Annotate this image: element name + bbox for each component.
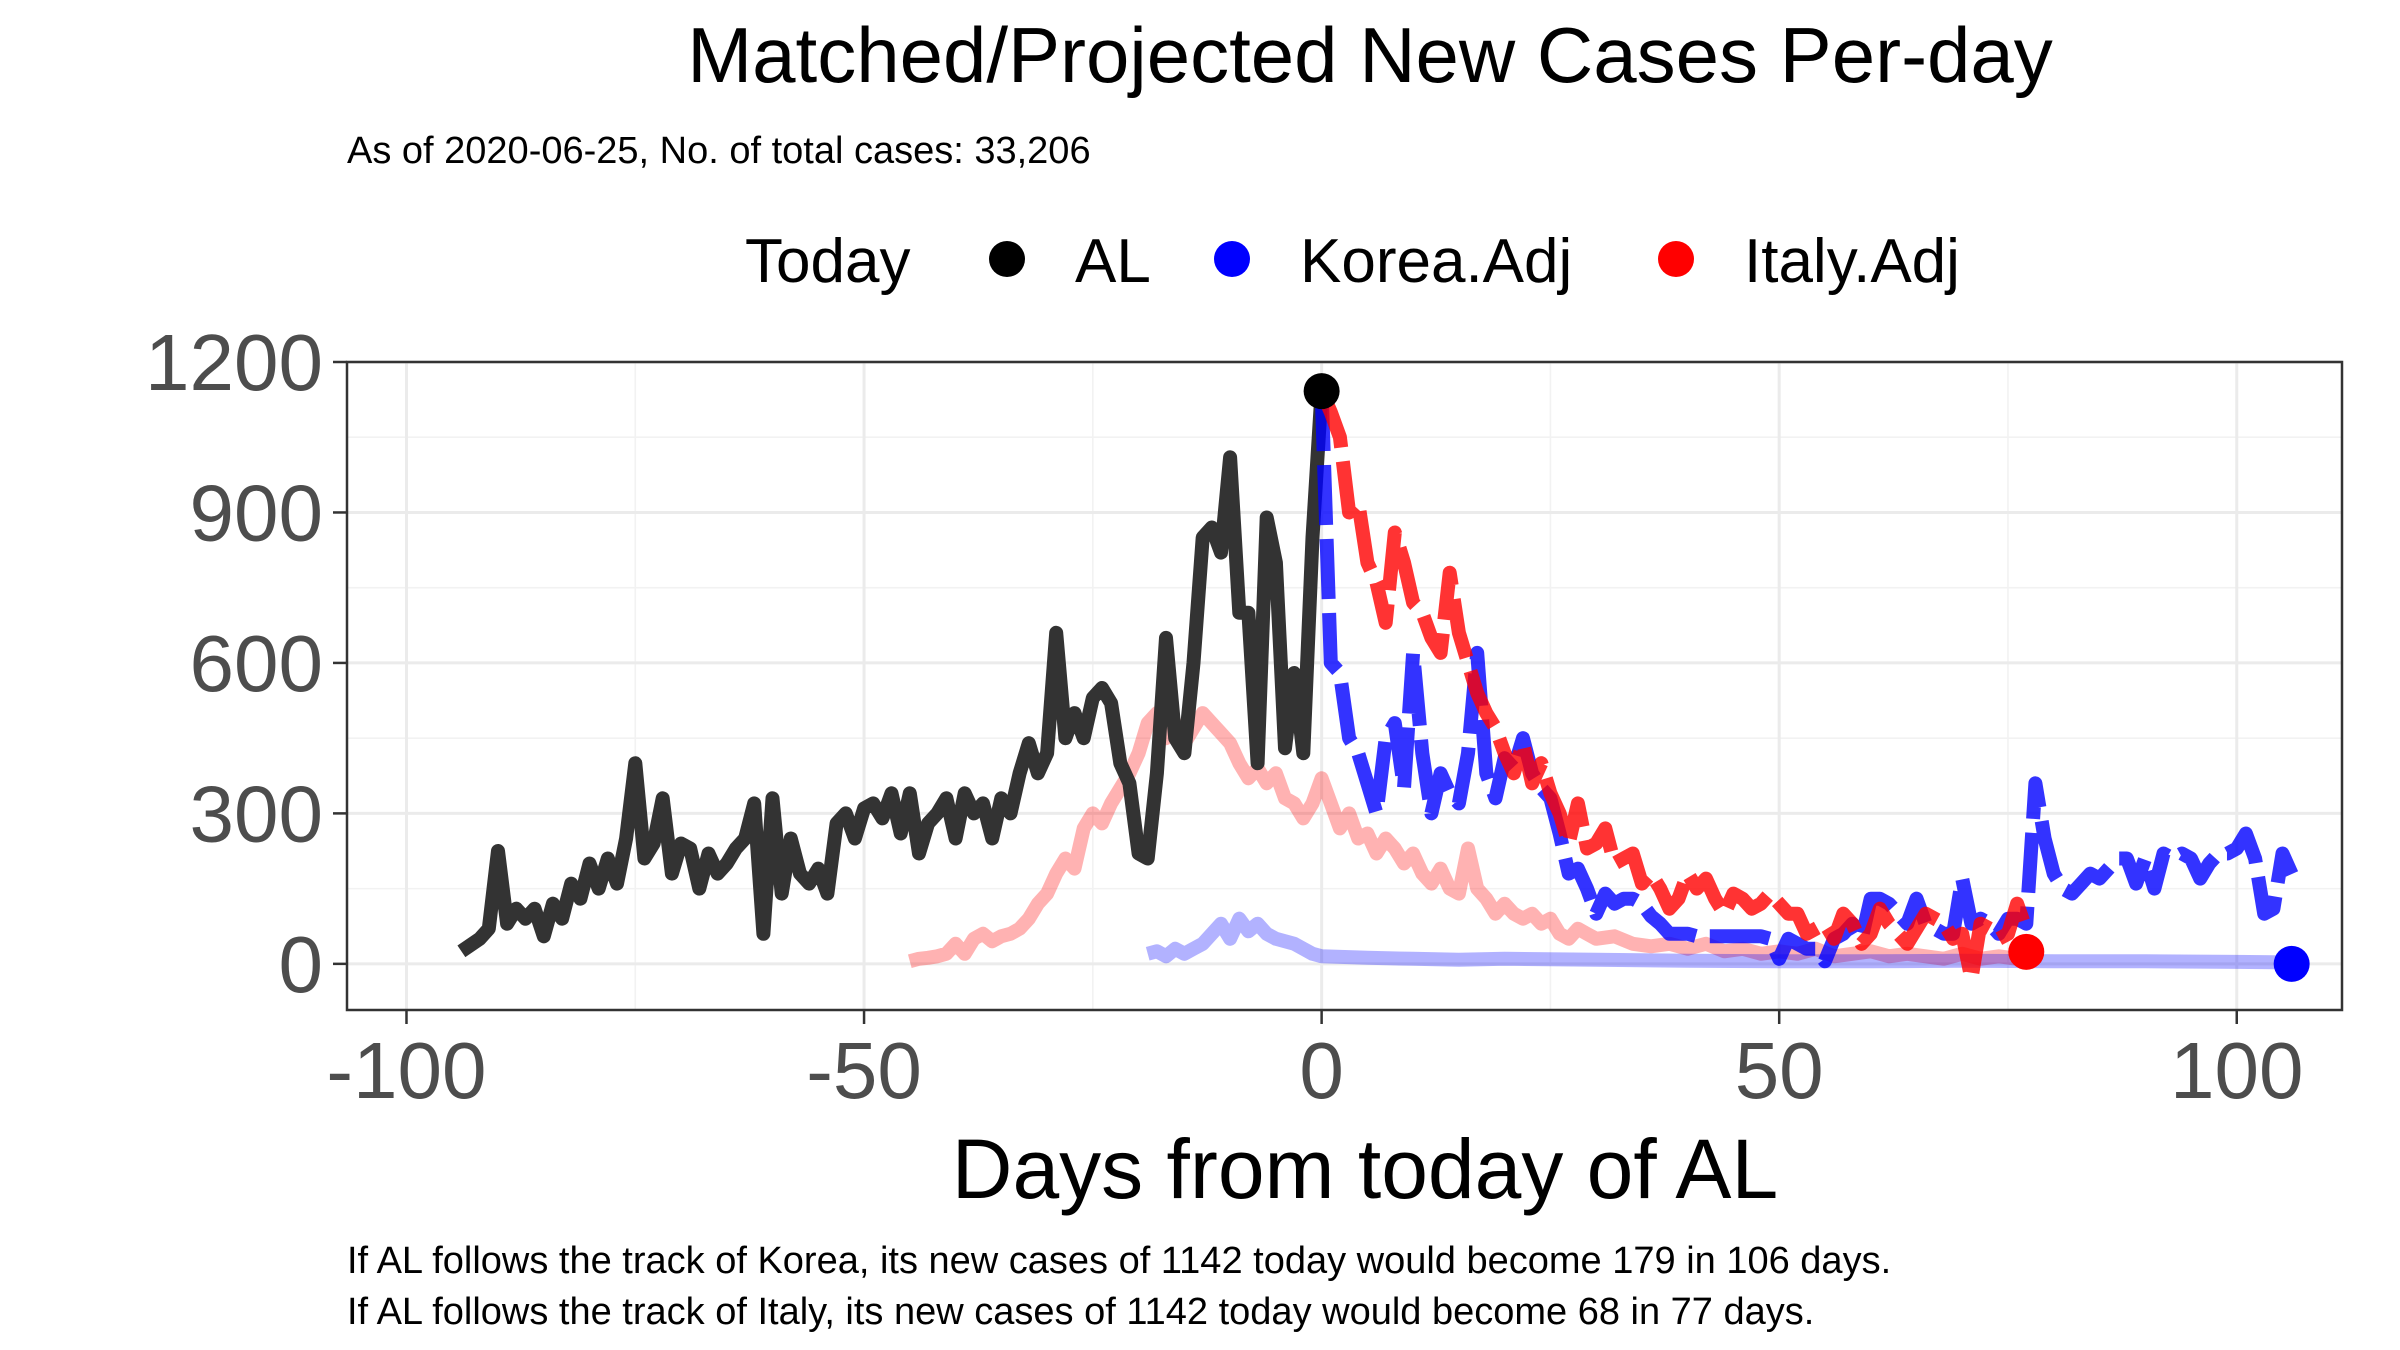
y-tick-label: 300 — [190, 769, 323, 858]
series-line-korea — [1145, 911, 2292, 970]
panel-border — [345, 360, 2344, 1012]
legend-label-italy-adj: Italy.Adj — [1744, 227, 1960, 296]
series-line-al — [457, 390, 1329, 958]
series-line-italy-adj — [1315, 388, 2033, 986]
x-tick-label: -100 — [326, 1026, 486, 1115]
today-marker-korea-adj — [2273, 945, 2310, 982]
caption-korea: If AL follows the track of Korea, its ne… — [347, 1240, 1891, 1282]
x-axis-title: Days from today of AL — [952, 1122, 1778, 1216]
x-tick-label: 100 — [2170, 1026, 2303, 1115]
legend-label-korea-adj: Korea.Adj — [1300, 227, 1572, 296]
x-tick-label: 50 — [1735, 1026, 1824, 1115]
today-marker-al — [1303, 373, 1340, 410]
y-tick-label: 0 — [279, 920, 324, 1009]
chart-subtitle: As of 2020-06-25, No. of total cases: 33… — [347, 130, 1091, 172]
x-tick-label: 0 — [1299, 1026, 1344, 1115]
y-tick-label: 1200 — [145, 318, 323, 407]
series-layer — [457, 388, 2299, 986]
y-tick-label: 600 — [190, 619, 323, 708]
y-tick-label: 900 — [190, 468, 323, 557]
today-markers — [1303, 373, 2310, 982]
series-line-korea-adj — [1314, 390, 2299, 969]
axes: -100 -50 0 50 100 0 300 600 900 1200 — [145, 318, 2303, 1115]
legend-title: Today — [745, 227, 910, 296]
legend-label-al: AL — [1075, 227, 1151, 296]
legend-key-al — [989, 241, 1025, 277]
legend-key-korea-adj — [1214, 241, 1250, 277]
legend-key-italy-adj — [1658, 241, 1694, 277]
series-line-italy — [907, 706, 2028, 969]
legend: Today AL Korea.Adj Italy.Adj — [745, 227, 1960, 296]
chart-title: Matched/Projected New Cases Per-day — [687, 11, 2053, 99]
today-marker-italy-adj — [2008, 933, 2045, 970]
caption-italy: If AL follows the track of Italy, its ne… — [347, 1291, 1814, 1333]
x-tick-label: -50 — [806, 1026, 922, 1115]
